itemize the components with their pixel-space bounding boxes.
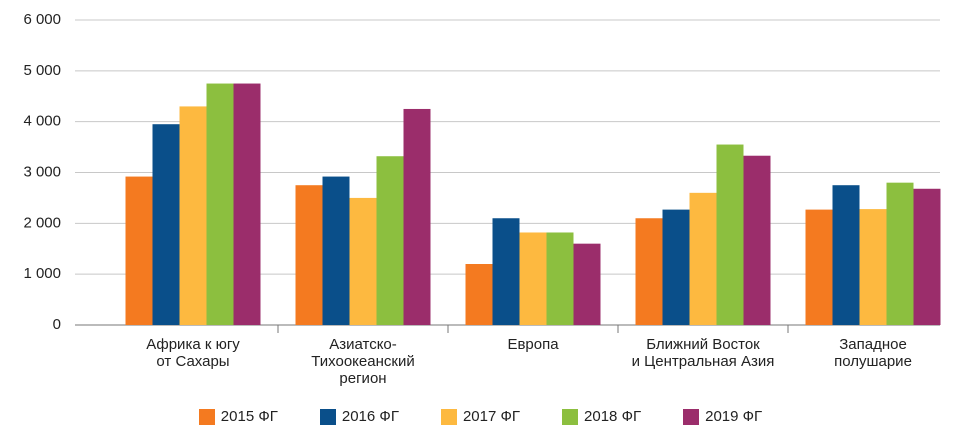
bar [859, 209, 887, 325]
legend-label: 2018 ФГ [584, 408, 642, 425]
bar [233, 83, 261, 326]
legend-swatch [440, 408, 457, 425]
x-tick-label: Африка к югу от Сахары [146, 336, 240, 370]
y-tick-label: 1 000 [23, 265, 61, 282]
bar [913, 188, 941, 325]
legend-swatch [198, 408, 215, 425]
bar [152, 124, 180, 325]
legend-label: 2017 ФГ [462, 408, 521, 425]
bar [206, 83, 234, 326]
bar [376, 156, 404, 325]
y-tick-label: 6 000 [23, 11, 61, 28]
legend-item: 2018 ФГ [562, 408, 641, 425]
legend-item: 2019 ФГ [683, 408, 762, 425]
y-tick-label: 4 000 [23, 113, 61, 130]
legend-item: 2015 ФГ [198, 408, 278, 425]
legend-swatch [319, 408, 336, 425]
y-tick-label: 3 000 [23, 163, 61, 180]
legend-swatch [683, 408, 700, 425]
bar [546, 232, 574, 325]
bar [805, 209, 833, 325]
legend-swatch [562, 408, 579, 425]
bar [886, 182, 914, 325]
bar [743, 155, 771, 325]
bar [573, 243, 601, 325]
bar [179, 106, 207, 326]
y-tick-label: 5 000 [23, 62, 61, 79]
plot: 0 1 000 2 000 3 000 4 000 5 000 6 000 [23, 11, 941, 333]
y-tick-label: 0 [53, 316, 61, 333]
bar [635, 218, 663, 325]
legend: 2015 ФГ 2016 ФГ 2017 ФГ 2018 ФГ 2019 ФГ [0, 408, 961, 425]
x-tick-label: Западное полушарие [834, 336, 912, 370]
y-tick-label: 2 000 [23, 214, 61, 231]
x-tick-label: Ближний Восток и Центральная Азия [631, 336, 775, 370]
legend-label: 2016 ФГ [341, 408, 399, 425]
legend-label: 2019 ФГ [705, 408, 763, 425]
bar [295, 185, 323, 325]
x-tick-label: Азиатско- Тихоокеанский регион [311, 336, 415, 387]
bar [403, 108, 431, 325]
bar [322, 176, 350, 325]
bar [465, 264, 493, 325]
bar [125, 176, 153, 325]
legend-item: 2016 ФГ [319, 408, 399, 425]
bar [689, 192, 717, 325]
legend-item: 2017 ФГ [440, 408, 521, 425]
x-tick-label: Европа [507, 336, 559, 353]
bar [519, 232, 547, 325]
bar [349, 197, 377, 325]
bar [662, 209, 690, 325]
bar [716, 144, 744, 325]
legend-label: 2015 ФГ [220, 408, 278, 425]
bar [492, 218, 520, 325]
bar [832, 185, 860, 325]
